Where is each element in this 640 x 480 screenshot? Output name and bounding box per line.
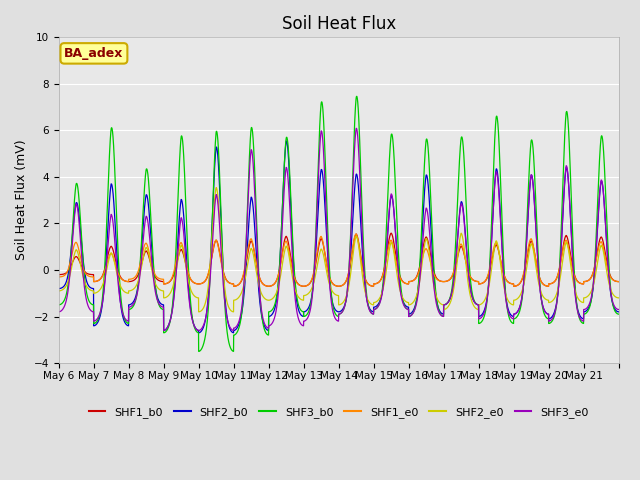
SHF2_b0 <box>493 166 500 172</box>
SHF1_b0 <box>387 230 395 236</box>
Title: Soil Heat Flux: Soil Heat Flux <box>282 15 396 33</box>
SHF3_e0 <box>171 287 179 292</box>
SHF3_e0 <box>520 277 528 283</box>
Line: SHF3_e0: SHF3_e0 <box>59 128 618 330</box>
SHF3_e0 <box>353 125 360 131</box>
SHF1_b0 <box>534 270 542 276</box>
SHF1_b0 <box>55 272 63 277</box>
SHF2_b0 <box>171 284 179 289</box>
SHF1_e0 <box>353 231 360 237</box>
SHF2_b0 <box>614 309 622 315</box>
SHF1_b0 <box>230 283 237 289</box>
SHF2_b0 <box>283 138 291 144</box>
SHF2_e0 <box>360 281 367 287</box>
SHF3_e0 <box>534 267 542 273</box>
SHF1_e0 <box>520 269 528 275</box>
Line: SHF1_b0: SHF1_b0 <box>59 233 618 286</box>
SHF1_b0 <box>614 279 622 285</box>
SHF1_b0 <box>390 238 397 244</box>
SHF1_b0 <box>520 271 528 276</box>
SHF2_e0 <box>534 278 542 284</box>
SHF3_e0 <box>390 205 397 211</box>
SHF2_b0 <box>360 268 367 274</box>
SHF3_e0 <box>614 307 622 312</box>
SHF2_e0 <box>493 238 500 244</box>
SHF3_e0 <box>55 309 63 315</box>
SHF2_b0 <box>520 278 528 284</box>
SHF1_e0 <box>493 240 500 246</box>
SHF1_b0 <box>171 268 179 274</box>
SHF2_b0 <box>195 330 202 336</box>
SHF2_e0 <box>195 309 202 315</box>
SHF3_b0 <box>195 348 202 354</box>
SHF2_e0 <box>171 276 179 282</box>
Text: BA_adex: BA_adex <box>64 47 124 60</box>
SHF3_e0 <box>360 259 367 265</box>
SHF3_b0 <box>520 277 528 283</box>
SHF3_b0 <box>353 94 360 99</box>
SHF2_b0 <box>55 286 63 291</box>
SHF2_b0 <box>390 205 397 211</box>
SHF1_e0 <box>390 245 397 251</box>
SHF1_e0 <box>300 283 307 289</box>
SHF3_e0 <box>160 327 168 333</box>
SHF1_e0 <box>171 265 179 271</box>
Y-axis label: Soil Heat Flux (mV): Soil Heat Flux (mV) <box>15 140 28 261</box>
SHF2_b0 <box>534 266 542 272</box>
SHF1_e0 <box>360 271 367 276</box>
Line: SHF1_e0: SHF1_e0 <box>59 234 618 286</box>
SHF3_b0 <box>360 245 367 251</box>
SHF3_b0 <box>534 256 542 262</box>
SHF3_b0 <box>493 113 500 119</box>
SHF1_e0 <box>534 271 542 276</box>
SHF2_e0 <box>614 295 622 301</box>
SHF3_b0 <box>390 147 397 153</box>
SHF2_e0 <box>390 248 397 253</box>
SHF2_e0 <box>212 185 220 191</box>
SHF2_e0 <box>55 288 63 294</box>
SHF3_b0 <box>614 311 622 317</box>
Legend: SHF1_b0, SHF2_b0, SHF3_b0, SHF1_e0, SHF2_e0, SHF3_e0: SHF1_b0, SHF2_b0, SHF3_b0, SHF1_e0, SHF2… <box>84 403 593 422</box>
SHF1_e0 <box>614 279 622 285</box>
Line: SHF2_b0: SHF2_b0 <box>59 141 618 333</box>
SHF1_b0 <box>493 242 500 248</box>
SHF3_b0 <box>55 302 63 308</box>
SHF3_e0 <box>493 169 500 175</box>
Line: SHF2_e0: SHF2_e0 <box>59 188 618 312</box>
SHF3_b0 <box>171 272 179 277</box>
SHF1_e0 <box>55 274 63 280</box>
Line: SHF3_b0: SHF3_b0 <box>59 96 618 351</box>
SHF2_e0 <box>520 281 528 287</box>
SHF1_b0 <box>360 269 367 275</box>
